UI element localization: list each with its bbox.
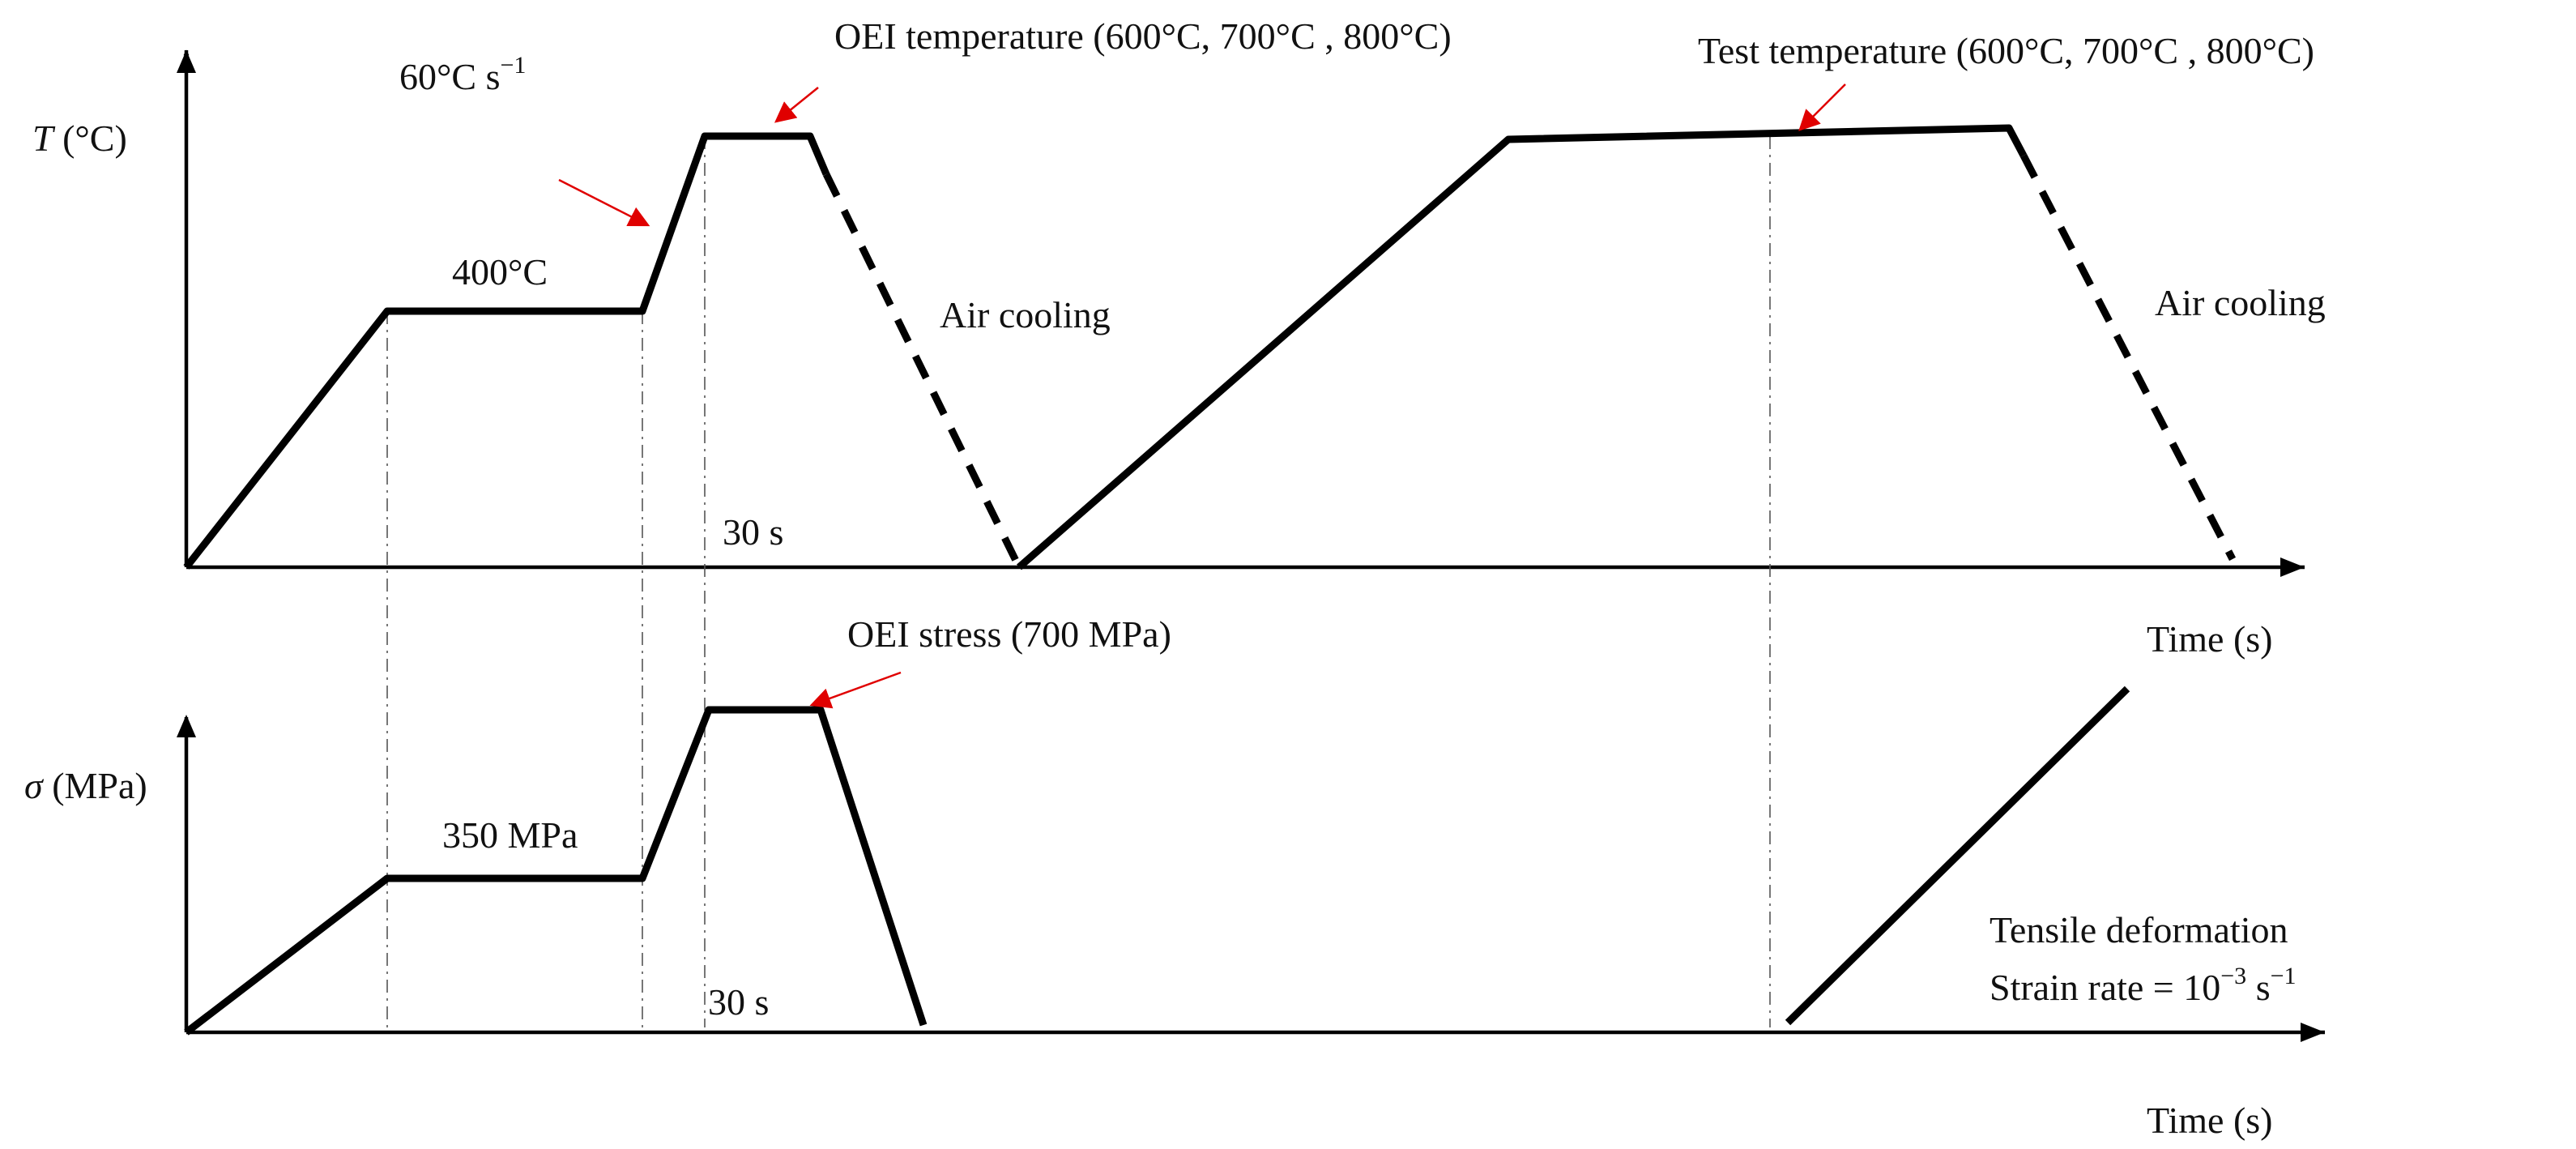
temperature-time-axis-arrowhead: [2280, 557, 2305, 577]
air-cooling-2-label: Air cooling: [2155, 282, 2326, 323]
heating-rate-exponent: −1: [500, 52, 526, 79]
air-cooling-1-curve: [822, 173, 1023, 569]
temperature-symbol: T: [32, 117, 56, 159]
heating-rate-label: 60°C s−1: [399, 52, 526, 97]
temperature-y-axis-label: T (°C): [32, 117, 127, 159]
preheat-temperature-label: 400°C: [452, 251, 548, 293]
oei-temperature-pointer: [774, 87, 819, 123]
strain-rate-exponent: −3: [2220, 963, 2246, 989]
temperature-y-axis-arrowhead: [177, 50, 196, 73]
stress-profile-oei: [184, 706, 928, 1036]
strain-rate-label: Strain rate = 10−3 s−1: [1990, 963, 2297, 1008]
temperature-unit: (°C): [53, 117, 127, 159]
stress-symbol: σ: [24, 765, 45, 806]
test-temperature-label: Test temperature (600°C, 700°C , 800°C): [1698, 30, 2314, 71]
heating-rate-text: 60°C s: [399, 56, 500, 97]
strain-rate-suffix: s: [2246, 967, 2270, 1008]
temperature-hold-time-label: 30 s: [723, 511, 783, 553]
tensile-deformation-label: Tensile deformation: [1990, 909, 2288, 950]
strain-rate-suffix-exponent: −1: [2271, 963, 2297, 989]
strain-rate-prefix: Strain rate = 10: [1990, 967, 2220, 1008]
preload-stress-label: 350 MPa: [442, 814, 578, 856]
stress-hold-time-label: 30 s: [708, 981, 769, 1023]
stress-panel: σ (MPa) OEI stress (700 MPa) 350 MPa 30 …: [24, 613, 2325, 1141]
stress-time-axis-arrowhead: [2301, 1023, 2325, 1042]
stress-time-axis-label: Time (s): [2147, 1100, 2273, 1141]
temperature-profile-oei: [183, 132, 830, 570]
temperature-time-axis-label: Time (s): [2147, 618, 2273, 660]
temperature-profile-test: [1017, 124, 2027, 570]
test-temperature-pointer: [1798, 83, 1846, 131]
oei-stress-pointer: [809, 671, 902, 709]
oei-stress-label: OEI stress (700 MPa): [847, 613, 1171, 655]
stress-y-axis-arrowhead: [177, 715, 196, 737]
tensile-deformation-line: [1785, 686, 2130, 1026]
air-cooling-2-curve: [2020, 153, 2236, 562]
heating-rate-pointer: [558, 178, 650, 227]
oei-temperature-label: OEI temperature (600°C, 700°C , 800°C): [834, 15, 1452, 57]
air-cooling-1-label: Air cooling: [940, 294, 1111, 335]
stress-unit: (MPa): [43, 765, 147, 806]
stress-y-axis-label: σ (MPa): [24, 765, 147, 806]
temperature-panel: T (°C) 60°C s−1 400°C OEI temperature (6…: [32, 15, 2326, 1027]
